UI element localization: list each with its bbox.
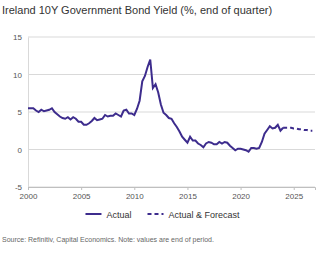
title: Ireland 10Y Government Bond Yield (%, en… (2, 4, 272, 16)
x-tick-mark (187, 187, 188, 190)
grid (28, 37, 315, 187)
x-tick-label: 2025 (285, 192, 303, 201)
x-tick: 2015 (179, 187, 197, 201)
x-tick-label: 2010 (126, 192, 144, 201)
y-tick: 5 (18, 108, 28, 117)
grid-line (28, 149, 315, 150)
y-tick: 0 (18, 146, 28, 155)
x-tick-label: 2015 (179, 192, 197, 201)
legend-item: Actual & Forecast (147, 210, 240, 220)
source: Source: Refinitiv, Capital Economics. No… (2, 236, 214, 244)
legend: Actual Actual & Forecast (85, 210, 240, 220)
series-line (283, 128, 312, 131)
y-axis: -5051015 (13, 33, 28, 192)
legend-item: Actual (85, 210, 131, 220)
grid-line (28, 74, 315, 75)
y-tick: 15 (13, 33, 28, 42)
grid-line (28, 37, 315, 38)
x-tick: 2005 (73, 187, 91, 201)
x-tick-label: 2000 (20, 192, 38, 201)
grid-line (28, 112, 315, 113)
x-axis: 2000 2005 2010 2015 2020 2025 (20, 187, 316, 201)
series-line (28, 60, 283, 152)
chart: Ireland 10Y Government Bond Yield (%, en… (0, 0, 325, 273)
y-tick-label: 5 (18, 108, 23, 117)
x-tick: 2020 (232, 187, 250, 201)
legend-swatch (147, 213, 163, 215)
x-tick: 2000 (20, 187, 38, 201)
y-tick-label: 10 (13, 71, 22, 80)
x-tick: 2025 (285, 187, 303, 201)
x-tick-mark (241, 187, 242, 190)
x-axis-line (29, 188, 316, 191)
legend-label: Actual (106, 210, 131, 220)
x-tick-mark (28, 187, 29, 190)
legend-swatch (85, 213, 101, 215)
y-axis-line (28, 38, 29, 188)
legend-label: Actual & Forecast (168, 210, 240, 220)
y-tick-label: 0 (18, 146, 23, 155)
lines (28, 60, 312, 152)
y-tick-label: 15 (13, 33, 22, 42)
x-tick-mark (134, 187, 135, 190)
x-tick: 2010 (126, 187, 144, 201)
x-tick-mark (294, 187, 295, 190)
x-tick-mark (81, 187, 82, 190)
x-tick-label: 2020 (232, 192, 250, 201)
y-tick: 10 (13, 71, 28, 80)
x-tick-label: 2005 (73, 192, 91, 201)
